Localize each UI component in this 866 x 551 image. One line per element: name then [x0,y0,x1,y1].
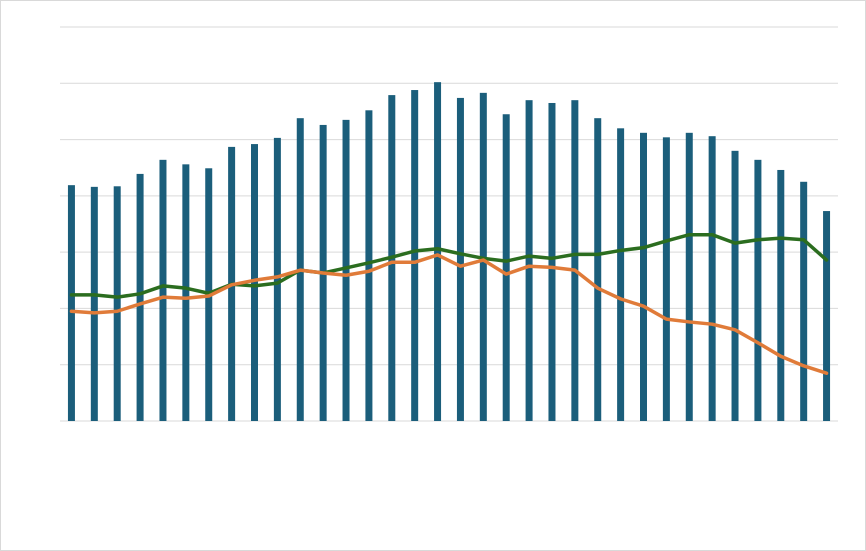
bar [662,137,670,421]
bar [685,132,693,421]
bar [617,128,625,422]
bar [594,118,602,421]
bar [342,119,350,421]
bar [525,100,533,422]
bar [159,159,167,421]
bar [251,144,258,421]
bar [456,97,464,422]
bar [800,181,808,421]
bar [777,169,785,421]
bar [411,90,419,421]
bar [548,102,556,421]
bar [434,82,442,421]
bar [136,173,144,421]
bar [502,114,510,421]
bar [67,185,75,421]
line [69,253,829,375]
bar [113,186,121,421]
bar [731,150,739,422]
bar [571,100,579,422]
line [69,232,829,299]
bar [365,110,373,421]
bar [823,211,831,421]
bar [640,132,647,421]
bar [708,136,716,422]
bar [90,186,98,421]
bar [273,137,281,421]
bar [754,159,762,421]
bar [182,164,190,421]
